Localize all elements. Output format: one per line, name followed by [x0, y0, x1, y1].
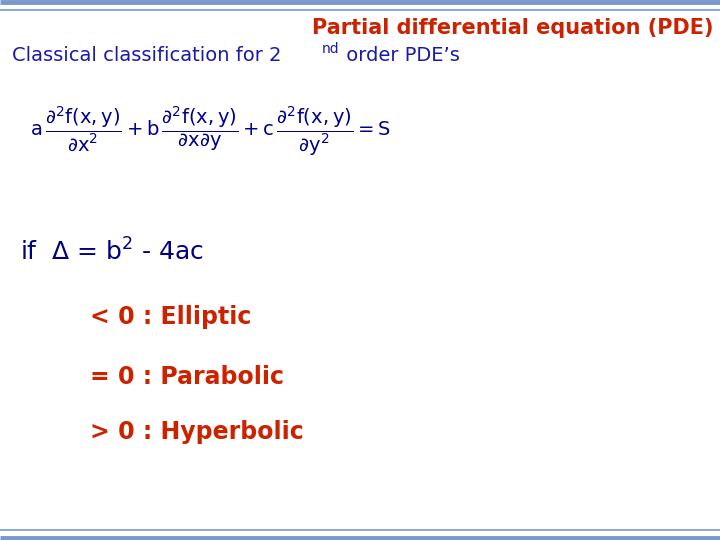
Text: nd: nd	[322, 42, 340, 56]
Text: $\mathrm{a}\,\dfrac{\partial^2\mathrm{f(x,y)}}{\partial \mathrm{x}^2}+\mathrm{b}: $\mathrm{a}\,\dfrac{\partial^2\mathrm{f(…	[30, 105, 391, 158]
Text: order PDE’s: order PDE’s	[340, 46, 460, 65]
Text: Classical classification for 2: Classical classification for 2	[12, 46, 282, 65]
Text: < 0 : Elliptic: < 0 : Elliptic	[90, 305, 251, 329]
Text: > 0 : Hyperbolic: > 0 : Hyperbolic	[90, 420, 304, 444]
Text: if  $\Delta$ = b$^2$ - 4ac: if $\Delta$ = b$^2$ - 4ac	[20, 238, 204, 265]
Text: Partial differential equation (PDE): Partial differential equation (PDE)	[312, 18, 714, 38]
Text: = 0 : Parabolic: = 0 : Parabolic	[90, 365, 284, 389]
